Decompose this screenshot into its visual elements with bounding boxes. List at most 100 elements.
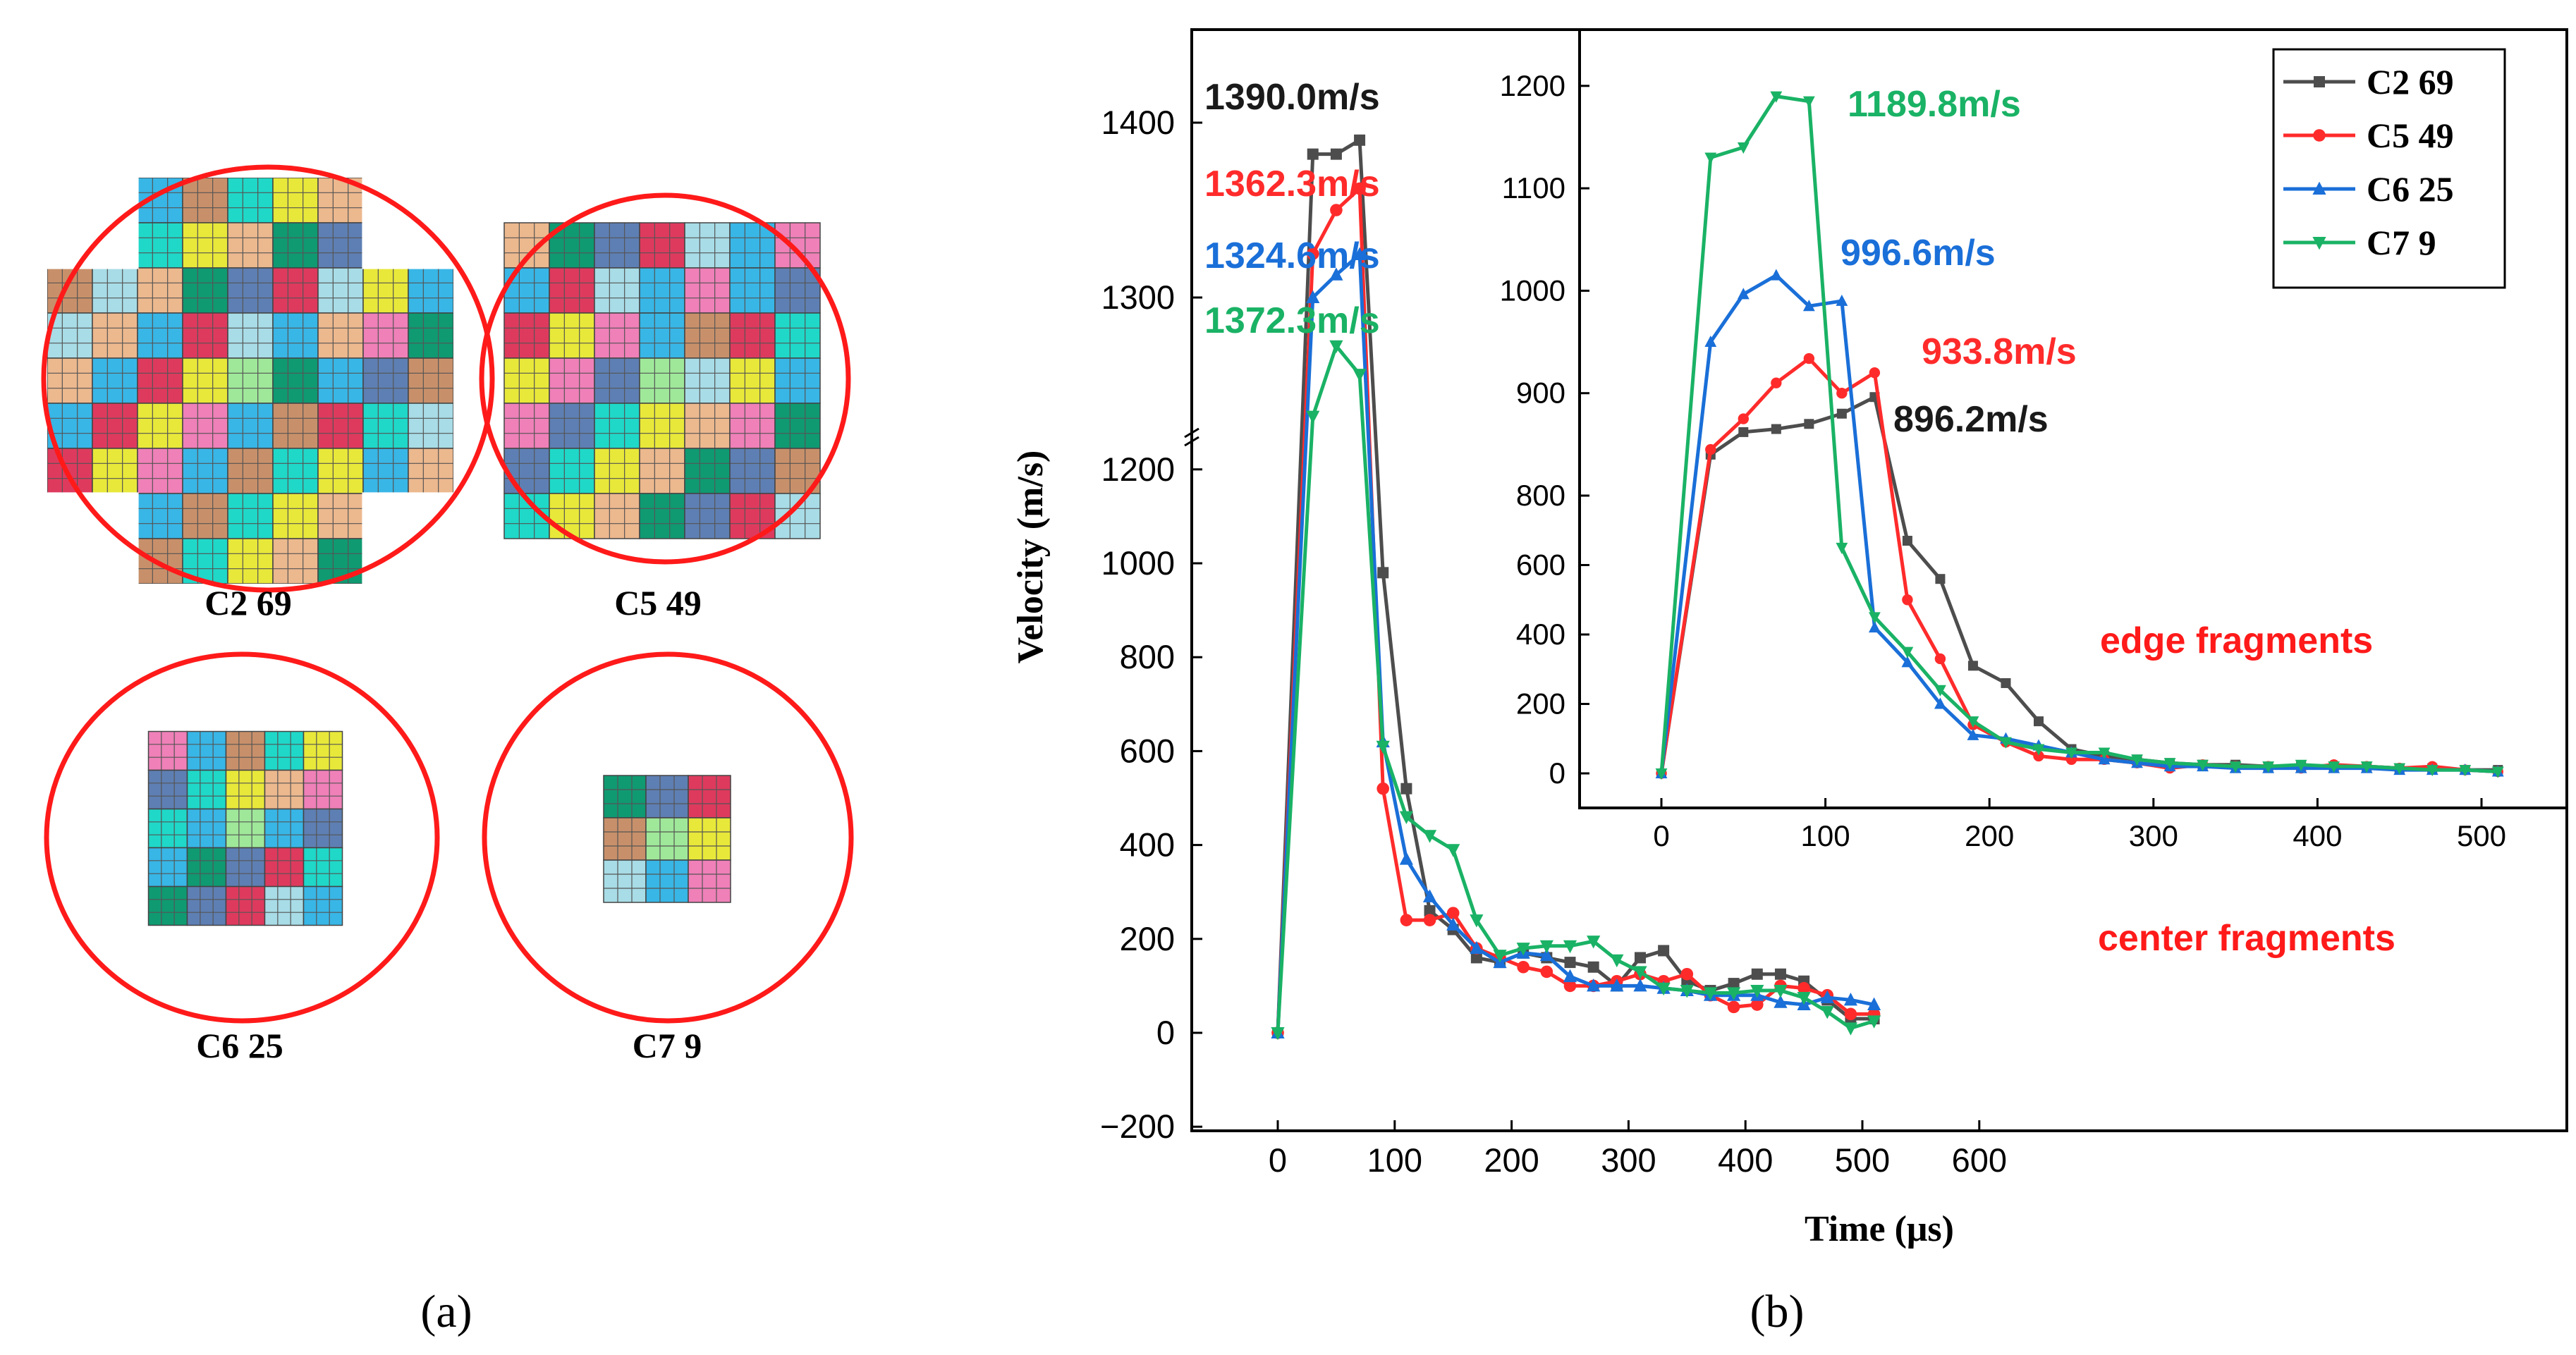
fragment-block-outline: [408, 222, 453, 269]
caption-a: (a): [420, 1286, 472, 1337]
fragment-block: [137, 222, 183, 269]
fragment-block-fill: [363, 358, 408, 403]
fragment-block-fill: [92, 358, 138, 403]
fragment-block-fill: [47, 223, 92, 268]
data-point: [1867, 997, 1881, 1011]
data-point: [1771, 424, 1781, 434]
fragment-block-fill: [594, 493, 640, 539]
fragment-block-fill: [273, 448, 318, 493]
data-point: [1587, 936, 1601, 949]
data-point: [1967, 716, 1979, 728]
fragment-block: [684, 222, 731, 269]
fragment-block: [603, 775, 647, 818]
data-point: [2000, 737, 2012, 749]
data-point: [1330, 204, 1343, 216]
annotation-center-fragments: center fragments: [2098, 918, 2395, 959]
data-point: [1802, 300, 1815, 312]
fragment-block-fill: [226, 731, 265, 771]
legend-label: C5 49: [2367, 116, 2454, 155]
fragment-block-fill: [363, 313, 408, 358]
fragment-block: [272, 538, 319, 584]
fragment-block: [92, 448, 138, 494]
data-point: [1868, 612, 1881, 624]
data-point: [1376, 782, 1390, 795]
fragment-block: [92, 267, 138, 314]
y-tick-label: 200: [1120, 920, 1175, 957]
fragment-block-fill: [138, 539, 183, 584]
fragment-block: [303, 847, 343, 888]
data-point: [1737, 142, 1750, 154]
fragment-block-fill: [318, 493, 363, 539]
fragment-block-fill: [363, 268, 408, 313]
charge-circle-c6: [44, 651, 440, 1024]
data-point: [1633, 979, 1647, 992]
fragment-block-fill: [183, 403, 228, 448]
fragment-block: [645, 817, 689, 861]
data-point: [1727, 1000, 1740, 1014]
inset-x-tick-label: 0: [1653, 819, 1669, 852]
inset-axes: 0 200 400 600 800 900 1000 1100 1200 0 100 200 300 40…: [1500, 69, 2506, 852]
data-point: [1563, 969, 1577, 983]
fragment-block: [272, 448, 319, 494]
data-point: [1446, 844, 1460, 857]
fragment-block: [639, 357, 685, 404]
fragment-block: [92, 312, 138, 359]
data-point: [2426, 765, 2438, 777]
data-point: [1563, 979, 1577, 993]
fragment-block: [688, 775, 731, 818]
fragment-block: [594, 493, 640, 539]
fragment-block: [137, 538, 183, 584]
fragment-block: [47, 178, 93, 223]
caption-b: (b): [1750, 1286, 1805, 1337]
fragment-block: [47, 357, 93, 404]
fragment-block: [92, 178, 138, 223]
fragment-block-fill: [688, 775, 731, 818]
fragment-block-fill: [92, 313, 138, 358]
fragment-block: [639, 222, 685, 269]
fragment-block: [147, 769, 188, 810]
fragment-block-fill: [549, 403, 594, 448]
fragment-block: [503, 403, 550, 449]
fragment-block-fill: [228, 358, 273, 403]
fragment-block: [272, 222, 319, 269]
fragment-block-outline: [303, 885, 343, 926]
fragment-block: [774, 267, 821, 314]
fragment-block-fill: [47, 539, 92, 584]
fragment-block: [317, 493, 364, 539]
data-point: [1751, 968, 1763, 980]
fragment-block-outline: [92, 222, 138, 269]
inset-series: [1655, 91, 2504, 780]
data-point: [1400, 783, 1412, 795]
fragment-block-fill: [228, 448, 273, 493]
fragment-block: [549, 403, 595, 449]
fragment-block-fill: [148, 731, 188, 771]
fragment-block-fill: [594, 268, 640, 313]
fragment-block-fill: [148, 770, 188, 809]
fragment-block: [362, 403, 409, 449]
fragment-block-fill: [228, 313, 273, 358]
fragment-block-fill: [138, 313, 183, 358]
data-point: [2312, 237, 2326, 250]
y-tick-label: 400: [1120, 826, 1175, 864]
fragment-block-fill: [148, 886, 188, 926]
fragment-block-fill: [138, 403, 183, 448]
fragment-block: [137, 493, 183, 539]
fragment-block-fill: [226, 847, 265, 887]
data-point: [1330, 148, 1342, 160]
data-point: [2459, 765, 2472, 777]
x-tick-label: 400: [1718, 1141, 1773, 1179]
fragment-block-fill: [604, 775, 646, 818]
series-line: [1659, 94, 2498, 774]
fragment-block-fill: [148, 809, 188, 848]
fragment-block: [147, 808, 188, 849]
fragment-block: [729, 403, 776, 449]
data-point: [1770, 91, 1783, 103]
fragment-block-fill: [775, 403, 820, 448]
fragment-block-fill: [685, 313, 730, 358]
fragment-block-fill: [183, 493, 228, 539]
fragment-block-fill: [226, 886, 265, 926]
fragment-block: [549, 493, 595, 539]
legend-frame: [2272, 48, 2506, 289]
fragment-block-fill: [363, 493, 408, 539]
annotation-c7-inset: 1189.8m/s: [1848, 84, 2021, 125]
